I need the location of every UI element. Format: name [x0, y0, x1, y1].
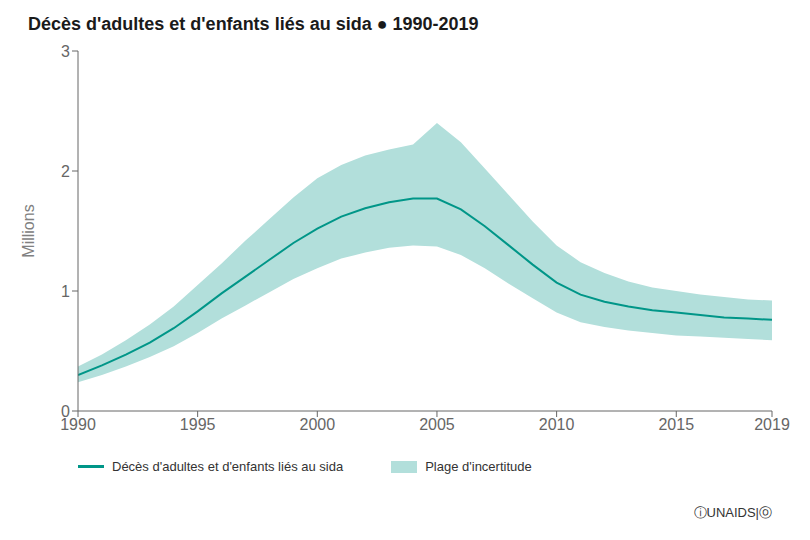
svg-text:2000: 2000 — [300, 416, 336, 433]
svg-text:Millions: Millions — [20, 204, 37, 257]
svg-text:1: 1 — [61, 283, 70, 300]
svg-text:1995: 1995 — [180, 416, 216, 433]
html-text:Décès d'adultes et d'enfants l: Décès d'adultes et d'enfants liés au sid… — [112, 459, 344, 474]
html-text:Plage d'incertitude: Plage d'incertitude — [425, 459, 532, 474]
html-text:ⓘUNAIDS|ⓞ: ⓘUNAIDS|ⓞ — [693, 505, 772, 520]
svg-text:2019: 2019 — [754, 416, 790, 433]
svg-text:3: 3 — [61, 43, 70, 60]
svg-text:2015: 2015 — [658, 416, 694, 433]
svg-text:2010: 2010 — [539, 416, 575, 433]
svg-text:0: 0 — [61, 403, 70, 420]
svg-text:2: 2 — [61, 163, 70, 180]
svg-text:2005: 2005 — [419, 416, 455, 433]
svg-text:1990: 1990 — [60, 416, 96, 434]
html-text:Décès d'adultes et d'enfants l: Décès d'adultes et d'enfants liés au sid… — [28, 14, 479, 34]
